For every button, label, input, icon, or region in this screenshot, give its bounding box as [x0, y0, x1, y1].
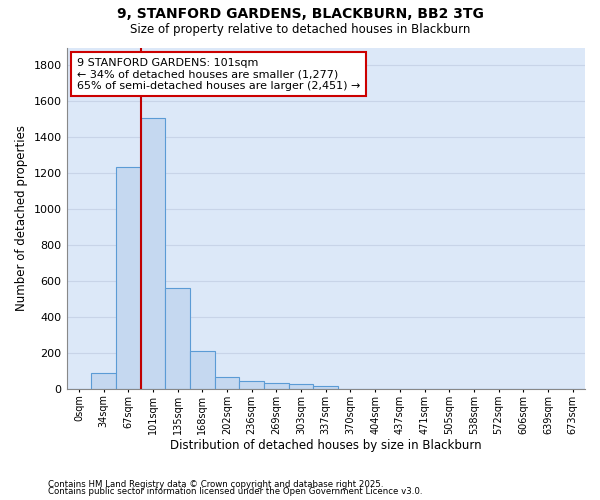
Bar — [239, 381, 264, 389]
Bar — [190, 351, 215, 389]
Text: 9, STANFORD GARDENS, BLACKBURN, BB2 3TG: 9, STANFORD GARDENS, BLACKBURN, BB2 3TG — [116, 8, 484, 22]
Bar — [264, 382, 289, 389]
Text: Contains public sector information licensed under the Open Government Licence v3: Contains public sector information licen… — [48, 487, 422, 496]
Bar — [140, 118, 165, 389]
Bar — [165, 288, 190, 389]
Bar — [289, 384, 313, 389]
X-axis label: Distribution of detached houses by size in Blackburn: Distribution of detached houses by size … — [170, 440, 482, 452]
Bar — [215, 377, 239, 389]
Bar — [91, 372, 116, 389]
Bar — [116, 167, 140, 389]
Text: 9 STANFORD GARDENS: 101sqm
← 34% of detached houses are smaller (1,277)
65% of s: 9 STANFORD GARDENS: 101sqm ← 34% of deta… — [77, 58, 360, 91]
Text: Size of property relative to detached houses in Blackburn: Size of property relative to detached ho… — [130, 22, 470, 36]
Text: Contains HM Land Registry data © Crown copyright and database right 2025.: Contains HM Land Registry data © Crown c… — [48, 480, 383, 489]
Y-axis label: Number of detached properties: Number of detached properties — [15, 125, 28, 311]
Bar — [313, 386, 338, 389]
